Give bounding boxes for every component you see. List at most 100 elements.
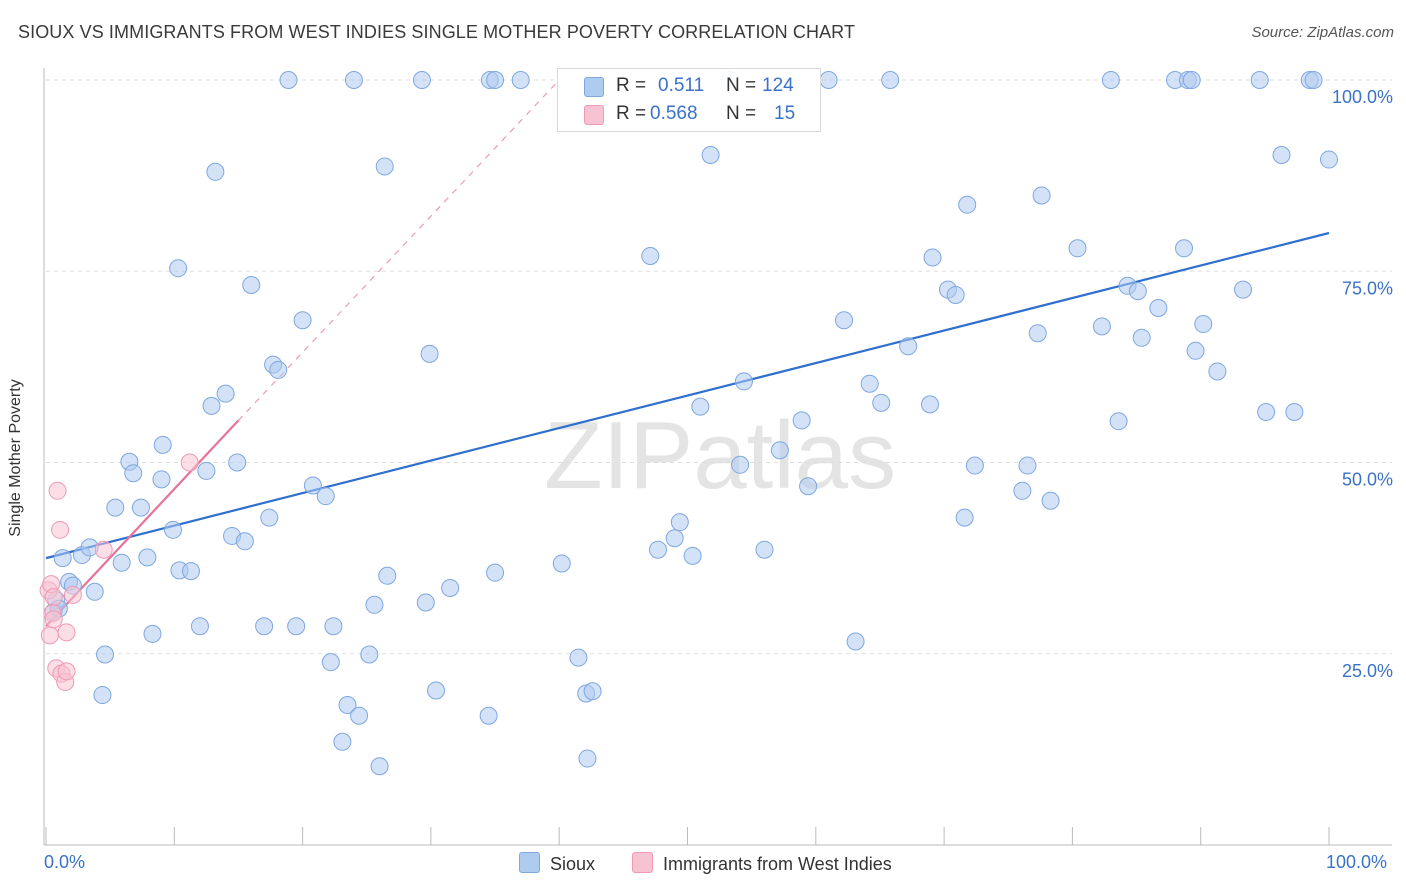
r-label: R =	[616, 75, 647, 96]
sioux-r-value: 0.511	[658, 75, 705, 96]
wi-point	[40, 626, 59, 645]
sioux-point	[324, 617, 343, 636]
sioux-point	[85, 582, 104, 601]
sioux-point	[96, 645, 115, 664]
sioux-point	[923, 248, 942, 267]
sioux-point	[583, 682, 602, 701]
sioux-point	[255, 617, 274, 636]
sioux-point	[569, 648, 588, 667]
r-label: R =	[616, 103, 647, 124]
sioux-point	[511, 71, 530, 89]
sioux-point	[1257, 403, 1276, 422]
sioux-point	[955, 508, 974, 527]
sioux-point	[1092, 317, 1111, 336]
sioux-point	[792, 411, 811, 430]
sioux-point	[427, 681, 446, 700]
y-tick-label: 50.0%	[1342, 470, 1393, 490]
sioux-point	[552, 554, 571, 573]
sioux-point	[316, 487, 335, 506]
sioux-point	[375, 157, 394, 176]
sioux-point	[370, 757, 389, 776]
sioux-point	[1186, 341, 1205, 360]
sioux-point	[242, 276, 261, 295]
sioux-point	[1132, 328, 1151, 347]
wi-point	[48, 481, 67, 500]
legend-item-wi[interactable]: Immigrants from West Indies	[632, 852, 892, 875]
sioux-point	[235, 532, 254, 551]
y-tick-label: 75.0%	[1342, 278, 1393, 298]
legend-row-sioux: R = 0.511 N = 124	[558, 72, 820, 100]
sioux-point	[1182, 71, 1201, 89]
sioux-point	[124, 464, 143, 483]
sioux-point	[819, 71, 838, 89]
sioux-point	[881, 71, 900, 89]
sioux-point	[321, 653, 340, 672]
sioux-point	[202, 396, 221, 415]
sioux-point	[683, 546, 702, 565]
chart-title: SIOUX VS IMMIGRANTS FROM WEST INDIES SIN…	[18, 22, 856, 42]
sioux-point	[731, 455, 750, 474]
sioux-point	[216, 384, 235, 403]
sioux-point	[279, 71, 298, 89]
x-tick-max: 100.0%	[1326, 852, 1388, 872]
sioux-point	[138, 548, 157, 567]
sioux-point	[1018, 456, 1037, 475]
sioux-point	[1320, 150, 1338, 169]
sioux-point	[899, 337, 918, 356]
wi-n-value: 15	[774, 103, 796, 124]
sioux-point	[701, 145, 720, 164]
sioux-point	[152, 470, 171, 489]
sioux-point	[648, 540, 667, 559]
wi-swatch	[584, 105, 604, 125]
n-label: N =	[726, 75, 757, 96]
sioux-point	[846, 632, 865, 651]
x-tick-min: 0.0%	[44, 852, 86, 872]
sioux-point	[1149, 298, 1168, 317]
sioux-point	[412, 71, 431, 89]
sioux-point	[360, 645, 379, 664]
legend-item-sioux[interactable]: Sioux	[519, 852, 595, 875]
y-tick-label: 25.0%	[1342, 661, 1393, 681]
wi-point	[44, 610, 63, 629]
sioux-point	[1208, 362, 1227, 381]
sioux-point	[190, 617, 209, 636]
sioux-point	[1032, 186, 1051, 205]
sioux-point	[799, 477, 818, 496]
sioux-point	[1101, 71, 1120, 89]
sioux-point	[333, 732, 352, 751]
sioux-point	[53, 549, 72, 568]
sioux-point	[860, 374, 879, 393]
sioux-point	[441, 578, 460, 597]
wi-point	[57, 662, 76, 681]
sioux-point	[1028, 324, 1047, 343]
sioux-point	[1175, 239, 1194, 258]
sioux-point	[164, 520, 183, 539]
wi-point	[63, 585, 82, 604]
sioux-point	[420, 344, 439, 363]
sioux-point	[641, 246, 660, 265]
wi-swatch	[632, 852, 653, 873]
sioux-point	[486, 71, 505, 89]
wi-trend-extension	[238, 79, 560, 421]
wi-point	[180, 453, 199, 472]
sioux-point	[153, 435, 172, 454]
source-label: Source: ZipAtlas.com	[1251, 24, 1394, 41]
sioux-point	[1128, 282, 1147, 301]
sioux-point	[169, 259, 188, 278]
sioux-point	[734, 372, 753, 391]
legend-row-wi: R = 0.568 N = 15	[558, 100, 820, 128]
sioux-point	[835, 311, 854, 330]
sioux-trend-line	[45, 231, 1330, 560]
sioux-point	[1041, 491, 1060, 510]
wi-point	[94, 540, 113, 559]
sioux-point	[416, 593, 435, 612]
sioux-point	[1234, 280, 1253, 299]
sioux-point	[1272, 145, 1291, 164]
wi-point	[51, 520, 70, 539]
sioux-point	[670, 513, 689, 532]
sioux-point	[106, 498, 125, 517]
sioux-point	[1194, 315, 1213, 334]
sioux-point	[293, 311, 312, 330]
sioux-point	[691, 397, 710, 416]
